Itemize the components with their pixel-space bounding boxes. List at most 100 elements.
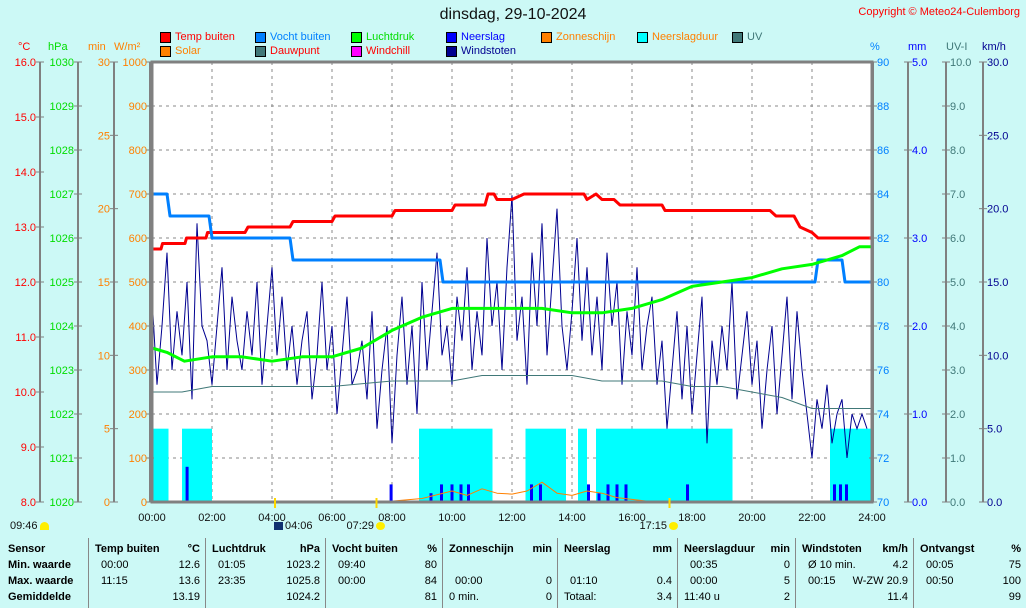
rain-duration-bar <box>578 428 587 502</box>
axis-tick-label-rain: 0.0 <box>912 497 927 509</box>
stats-col-neerslag: Neerslag mm 01:10 0.4 Totaal: 3.4 <box>557 538 678 608</box>
legend-swatch <box>255 31 266 43</box>
stat-value: 0 <box>545 575 552 587</box>
column-title: Ontvangst <box>920 543 975 555</box>
legend-swatch <box>160 45 171 57</box>
legend-item: UV <box>732 31 762 43</box>
legend-swatch <box>637 31 648 43</box>
column-unit: % <box>1011 543 1021 555</box>
legend-swatch <box>255 45 266 57</box>
row-label: Sensor <box>8 543 46 555</box>
stat-time: 00:50 <box>926 575 954 587</box>
axis-tick-label-solar: 500 <box>129 277 147 289</box>
stat-time: 00:00 <box>101 559 129 571</box>
axis-tick-label-uv: 10.0 <box>950 57 971 69</box>
stat-time: 01:05 <box>218 559 246 571</box>
legend-swatch <box>541 31 552 43</box>
stat-value: 1024.2 <box>286 591 320 603</box>
axis-tick-label-pressure: 1026 <box>50 233 74 245</box>
axis-tick-label-temp: 14.0 <box>15 167 36 179</box>
axis-tick-label-solar: 900 <box>129 101 147 113</box>
rain-bar <box>624 484 628 502</box>
rain-bar <box>597 493 601 502</box>
stat-time: 09:40 <box>338 559 366 571</box>
stat-value: 4.2 <box>892 559 908 571</box>
axis-tick-label-solar: 400 <box>129 321 147 333</box>
axis-unit-humidity: % <box>870 41 880 53</box>
stat-time: 0 min. <box>449 591 479 603</box>
axis-tick-label-minutes: 5 <box>104 424 110 436</box>
chart-title: dinsdag, 29-10-2024 <box>439 6 587 23</box>
stats-col-windstoten: Windstoten km/h Ø 10 min. 4.2 00:15 W-ZW 20.9… <box>795 538 914 608</box>
stat-value: 13.6 <box>178 575 200 587</box>
marker-moon-phase: 04:06 <box>272 520 313 532</box>
column-title: Windstoten <box>802 543 862 555</box>
axis-tick-label-humidity: 82 <box>877 233 889 245</box>
axis-tick-label-pressure: 1020 <box>50 497 74 509</box>
rain-bar <box>389 484 393 502</box>
legend-label: Windchill <box>366 45 411 57</box>
marker-moon-rise: 09:46 <box>10 520 51 532</box>
rain-duration-bar <box>596 428 733 502</box>
rain-bar <box>467 484 470 502</box>
legend-swatch <box>351 31 362 43</box>
marker-sunset: 17:15 <box>640 520 681 532</box>
stats-col-luchtdruk: Luchtdruk hPa 01:05 1023.2 23:35 1025.8 1024.2 <box>205 538 326 608</box>
legend-swatch <box>732 31 743 43</box>
x-tick-label: 16:00 <box>618 512 646 524</box>
marker-time: 17:15 <box>639 520 668 532</box>
column-title: Luchtdruk <box>212 543 266 555</box>
axis-unit-pressure: hPa <box>48 41 68 53</box>
stat-value: 81 <box>424 591 437 603</box>
stat-time: 00:00 <box>455 575 483 587</box>
row-label: Gemiddelde <box>8 591 71 603</box>
stat-time: 00:35 <box>690 559 718 571</box>
stats-col-zonneschijn: Zonneschijn min 00:00 0 0 min. 0 <box>442 538 558 608</box>
axis-tick-label-wind: 0.0 <box>987 497 1002 509</box>
axis-tick-label-humidity: 78 <box>877 321 889 333</box>
axis-tick-label-humidity: 86 <box>877 145 889 157</box>
rain-bar <box>587 484 590 502</box>
axis-tick-label-wind: 5.0 <box>987 424 1002 436</box>
rain-bar <box>833 484 836 502</box>
axis-tick-label-pressure: 1029 <box>50 101 74 113</box>
stat-value: 5 <box>783 575 790 587</box>
rain-bar <box>429 493 433 502</box>
axis-unit-uv: UV-I <box>946 41 968 53</box>
axis-unit-wind: km/h <box>982 41 1006 53</box>
column-title: Neerslagduur <box>684 543 755 555</box>
legend-label: Luchtdruk <box>366 31 415 43</box>
axis-tick-label-uv: 7.0 <box>950 189 965 201</box>
axis-tick-label-temp: 8.0 <box>21 497 36 509</box>
axis-tick-label-minutes: 0 <box>104 497 110 509</box>
legend-item: Windchill <box>351 45 410 57</box>
weather-chart: 8.09.010.011.012.013.014.015.016.0102010… <box>15 57 1009 524</box>
axis-tick-label-uv: 1.0 <box>950 453 965 465</box>
x-tick-label: 10:00 <box>438 512 466 524</box>
stats-col-ontvangst: Ontvangst% 00:05 75 00:50 100 99 <box>913 538 1026 608</box>
stat-time: 00:00 <box>338 575 366 587</box>
stat-time: 11:40 u <box>684 591 720 603</box>
x-tick-label: 12:00 <box>498 512 526 524</box>
stat-value: 80 <box>424 559 437 571</box>
rain-bar <box>450 484 454 502</box>
stats-col-neerslagduur: Neerslagduur min 00:35 0 00:00 5 11:40 u 2 <box>677 538 796 608</box>
legend-label: Neerslagduur <box>652 31 719 43</box>
axis-unit-rain: mm <box>908 41 927 53</box>
series-windstoten <box>151 195 868 459</box>
axis-tick-label-minutes: 20 <box>98 204 110 216</box>
rain-duration-bar <box>830 428 872 502</box>
moon-phase-icon <box>274 522 283 531</box>
stat-time: 00:00 <box>690 575 718 587</box>
axis-tick-label-humidity: 80 <box>877 277 889 289</box>
stat-value: 99 <box>1008 591 1021 603</box>
axis-tick-label-uv: 0.0 <box>950 497 965 509</box>
axis-tick-label-humidity: 76 <box>877 365 889 377</box>
axis-tick-label-pressure: 1025 <box>50 277 74 289</box>
x-tick-label: 08:00 <box>378 512 406 524</box>
stat-value: 1023.2 <box>286 559 320 571</box>
axis-tick-label-minutes: 10 <box>98 350 110 362</box>
rain-bar <box>530 484 533 502</box>
axis-tick-label-solar: 200 <box>129 409 147 421</box>
x-tick-label: 06:00 <box>318 512 346 524</box>
